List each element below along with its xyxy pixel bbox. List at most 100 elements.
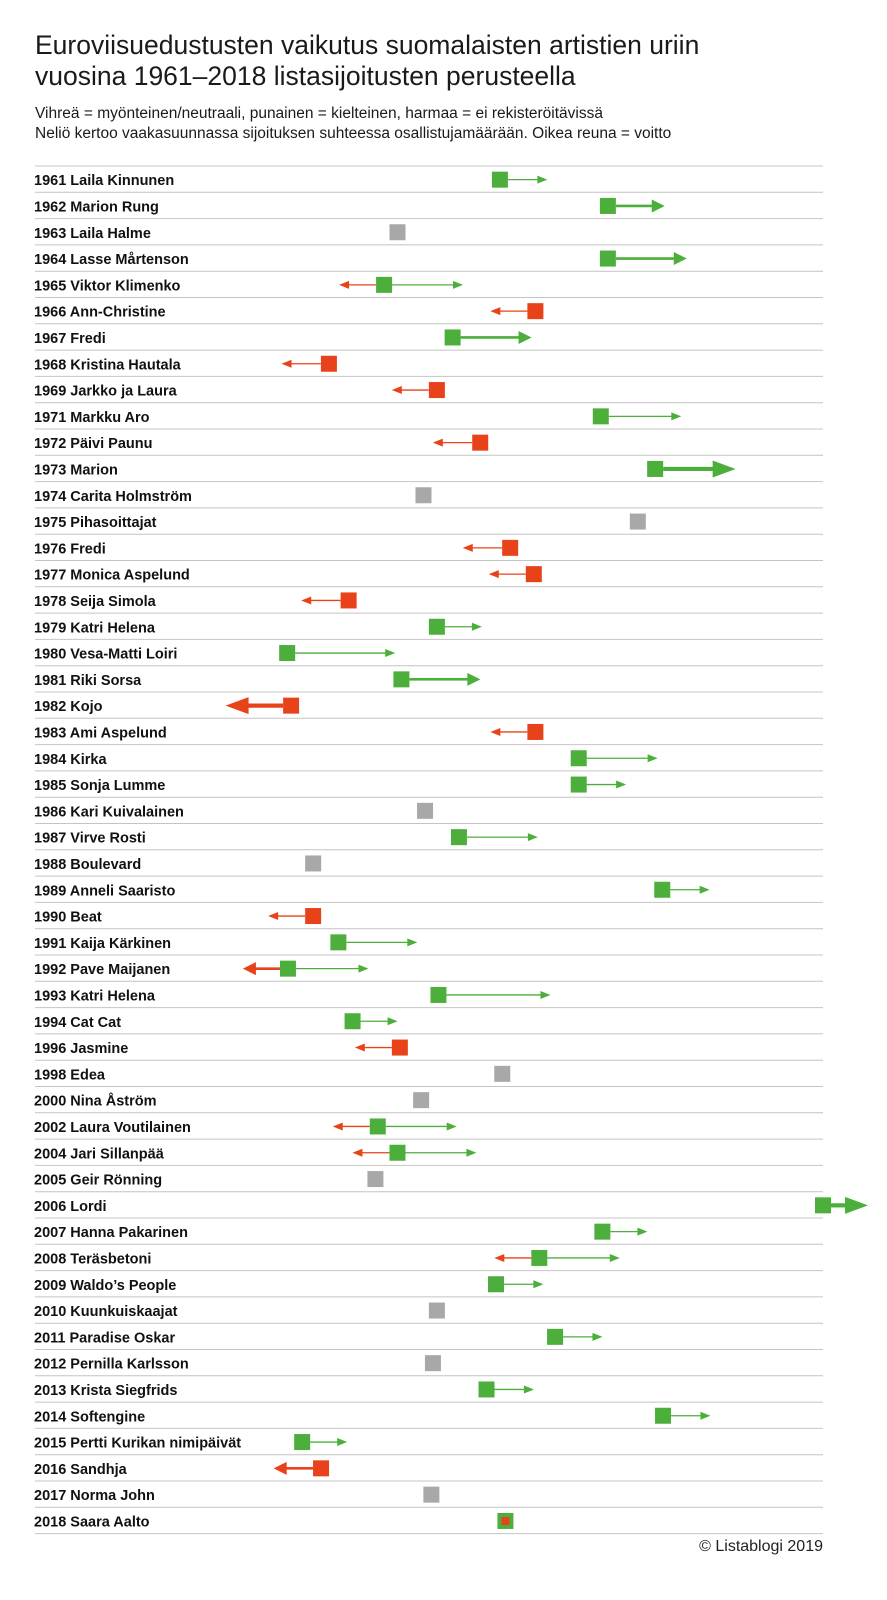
negative-arrow	[225, 697, 284, 715]
negative-arrow	[462, 543, 503, 552]
row-label: 1992 Pave Maijanen	[34, 962, 170, 978]
negative-arrow	[490, 727, 528, 736]
placement-square	[547, 1328, 564, 1345]
row-label: 1973 Marion	[34, 462, 118, 478]
positive-arrow	[460, 330, 532, 344]
positive-arrow-head	[523, 1385, 534, 1394]
subtitle-line-1: Vihreä = myönteinen/neutraali, punainen …	[35, 105, 603, 122]
negative-arrow	[268, 912, 306, 921]
positive-arrow	[670, 885, 710, 894]
negative-arrow-head	[268, 912, 279, 921]
negative-arrow-head	[242, 962, 256, 976]
placement-square	[305, 855, 322, 872]
positive-arrow	[507, 175, 548, 184]
positive-arrow-head	[845, 1196, 869, 1214]
positive-arrow-head	[446, 1122, 457, 1131]
positive-arrow-head	[616, 780, 627, 789]
placement-square	[413, 1092, 430, 1109]
placement-square	[487, 1276, 504, 1293]
placement-square	[279, 645, 296, 662]
placement-square	[472, 434, 489, 451]
row-label: 1993 Katri Helena	[34, 988, 156, 1004]
placement-square	[423, 1486, 440, 1503]
row-label: 1984 Kirka	[34, 752, 107, 768]
row-label: 1967 Fredi	[34, 331, 106, 347]
row-label: 1969 Jarkko ja Laura	[34, 384, 178, 400]
row-label: 1979 Katri Helena	[34, 620, 156, 636]
negative-arrow-head	[490, 307, 501, 316]
placement-square	[294, 1434, 311, 1451]
positive-arrow	[346, 938, 418, 947]
placement-square	[313, 1460, 330, 1477]
positive-arrow-head	[527, 833, 538, 842]
positive-arrow-head	[712, 460, 736, 478]
positive-arrow	[295, 964, 369, 973]
row-label: 2014 Softengine	[34, 1409, 145, 1425]
negative-arrow	[242, 962, 280, 976]
negative-arrow-head	[488, 570, 499, 579]
placement-square	[428, 618, 445, 635]
row-label: 2013 Krista Siegfrids	[34, 1383, 177, 1399]
positive-arrow	[547, 1253, 620, 1262]
positive-arrow	[831, 1196, 869, 1214]
row-label: 1977 Monica Aspelund	[34, 568, 190, 584]
placement-square	[592, 408, 609, 425]
row-label: 1988 Boulevard	[34, 857, 141, 873]
positive-arrow	[610, 1227, 648, 1236]
positive-arrow	[563, 1332, 603, 1341]
placement-square-inner	[501, 1516, 510, 1525]
title-line-1: Euroviisuedustusten vaikutus suomalaiste…	[35, 30, 700, 60]
row-label: 1983 Ami Aspelund	[34, 725, 167, 741]
negative-arrow-head	[494, 1253, 505, 1262]
positive-arrow	[466, 833, 538, 842]
placement-square	[491, 171, 508, 188]
row-label: 1982 Kojo	[34, 699, 103, 715]
positive-arrow	[444, 622, 482, 631]
chart-subtitle: Vihreä = myönteinen/neutraali, punainen …	[35, 104, 875, 144]
negative-arrow	[494, 1253, 532, 1262]
positive-arrow-head	[651, 199, 665, 213]
placement-square	[478, 1381, 495, 1398]
row-label: 1990 Beat	[34, 910, 102, 926]
placement-square	[599, 250, 616, 267]
negative-arrow	[354, 1043, 392, 1052]
placement-square	[527, 303, 544, 320]
positive-arrow-head	[537, 175, 548, 184]
positive-arrow-head	[592, 1332, 603, 1341]
negative-arrow	[488, 570, 526, 579]
row-label: 2018 Saara Aalto	[34, 1514, 150, 1530]
negative-arrow	[273, 1461, 314, 1475]
placement-square	[279, 960, 296, 977]
row-label: 2017 Norma John	[34, 1488, 155, 1504]
positive-arrow	[608, 412, 682, 421]
placement-square	[389, 224, 406, 241]
row-label: 2000 Nina Åström	[34, 1093, 157, 1110]
negative-arrow	[432, 438, 473, 447]
placement-square	[531, 1249, 548, 1266]
negative-arrow-head	[354, 1043, 365, 1052]
row-label: 2002 Laura Voutilainen	[34, 1120, 191, 1136]
placement-square	[320, 355, 337, 372]
placement-square	[527, 723, 544, 740]
negative-arrow-head	[462, 543, 473, 552]
placement-square	[654, 881, 671, 898]
negative-arrow	[339, 280, 377, 289]
row-label: 2011 Paradise Oskar	[34, 1330, 175, 1346]
row-label: 1998 Edea	[34, 1067, 106, 1083]
row-label: 1964 Lasse Mårtenson	[34, 252, 189, 268]
row-label: 1975 Pihasoittajat	[34, 515, 157, 531]
row-label: 2012 Pernilla Karlsson	[34, 1357, 189, 1373]
positive-arrow	[615, 199, 665, 213]
row-label: 2015 Pertti Kurikan nimipäivät	[34, 1436, 241, 1452]
row-label: 1981 Riki Sorsa	[34, 673, 142, 689]
placement-square	[417, 802, 434, 819]
placement-square	[599, 197, 616, 214]
row-label: 2009 Waldo’s People	[34, 1278, 176, 1294]
negative-arrow	[301, 596, 341, 605]
placement-square	[815, 1197, 831, 1214]
placement-square	[494, 1065, 511, 1082]
title-line-2: vuosina 1961–2018 listasijoitusten perus…	[35, 61, 576, 91]
placement-square	[344, 1013, 361, 1030]
positive-arrow	[503, 1280, 544, 1289]
